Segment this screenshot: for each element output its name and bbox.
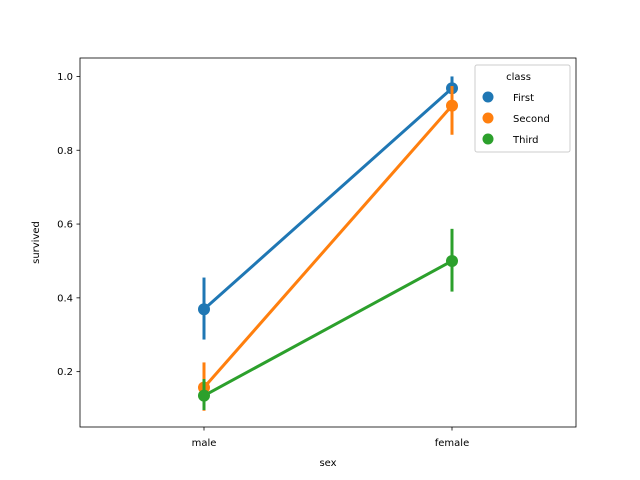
data-point: [198, 389, 210, 402]
x-axis-title: sex: [319, 458, 336, 469]
legend-label: Second: [513, 114, 550, 125]
y-tick-label: 0.2: [57, 367, 73, 378]
legend-marker: [482, 133, 494, 145]
series-line: [203, 87, 453, 311]
data-point: [198, 303, 210, 316]
y-tick-label: 0.6: [57, 220, 73, 231]
series-line: [203, 259, 453, 397]
axes-frame: [79, 57, 577, 428]
legend-items: First Second Third: [482, 91, 550, 146]
legend-marker: [482, 91, 494, 103]
x-axis: male female: [192, 427, 469, 449]
y-axis: 0.2 0.4 0.6 0.8 1.0: [57, 72, 80, 378]
series-line: [202, 104, 454, 389]
x-tick-label: female: [435, 438, 469, 449]
series-marks: [198, 76, 458, 411]
legend-marker: [482, 112, 494, 124]
data-point: [446, 254, 458, 267]
y-tick-label: 1.0: [57, 72, 73, 83]
x-tick-label: male: [192, 438, 217, 449]
legend-label: First: [513, 93, 534, 104]
y-tick-label: 0.4: [57, 293, 73, 304]
y-axis-title: survived: [31, 221, 42, 264]
y-tick-label: 0.8: [57, 146, 73, 157]
legend-title: class: [506, 72, 531, 83]
legend-label: Third: [512, 135, 539, 146]
legend-box: [474, 64, 571, 153]
legend: class First Second Third: [474, 64, 571, 153]
series-third: [198, 228, 458, 411]
data-point: [446, 99, 458, 112]
